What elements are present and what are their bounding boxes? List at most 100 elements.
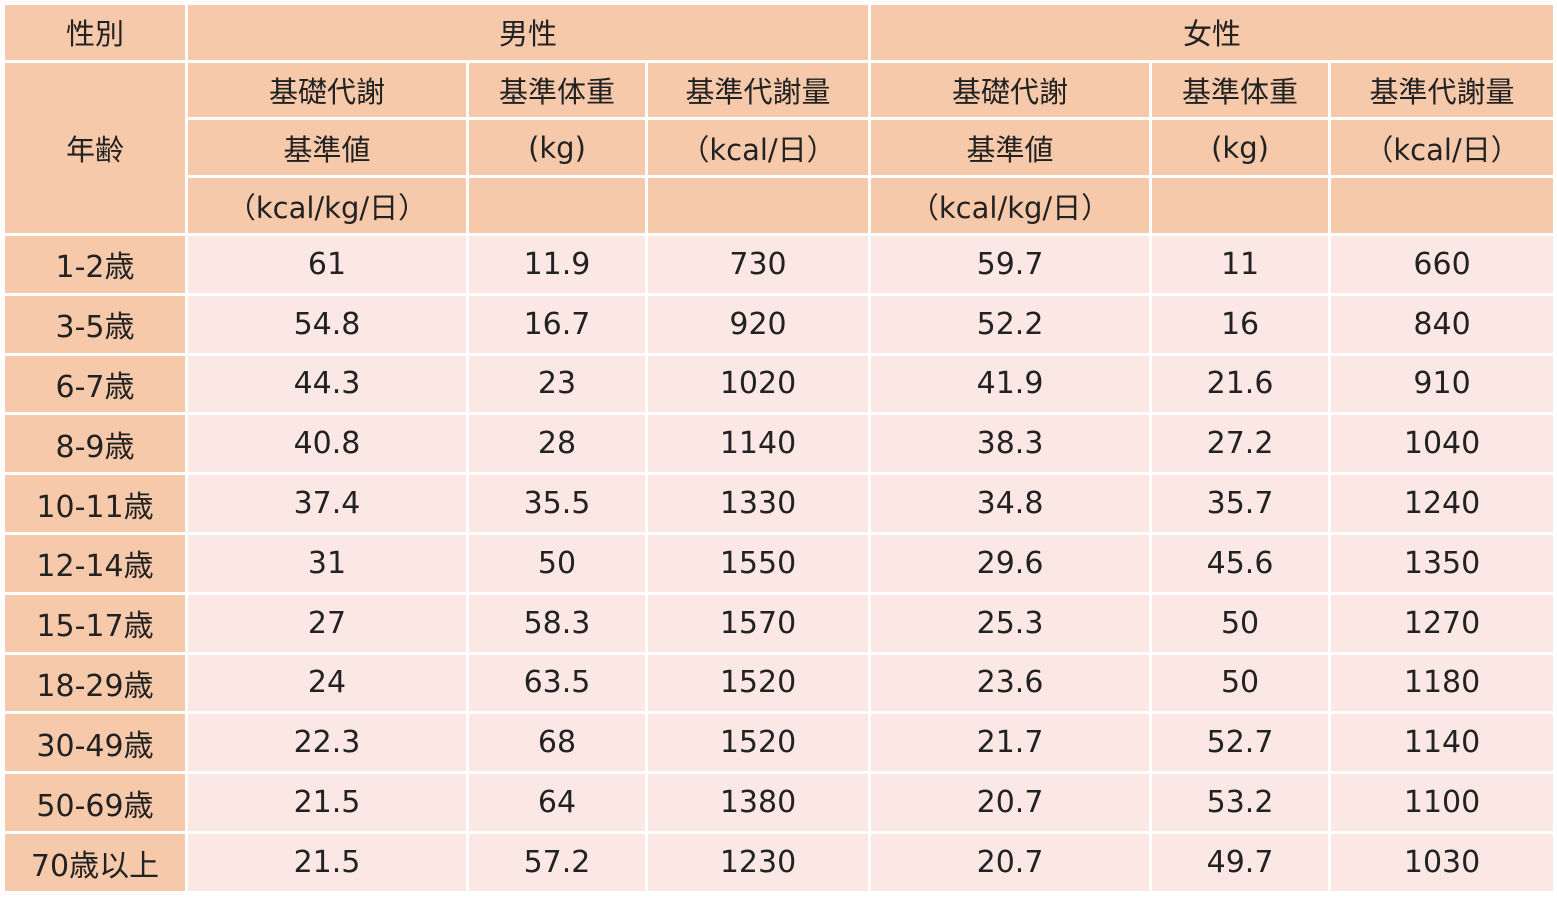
age-group-cell: 70歳以上 <box>2 831 188 894</box>
female-reference-weight-header-line2: (kg) <box>1149 117 1332 179</box>
female-bmr-standard-cell: 59.7 <box>868 232 1153 296</box>
male-reference-weight-cell: 11.9 <box>466 232 648 296</box>
table-row: 50-69歳 21.5 64 1380 20.7 53.2 1100 <box>2 771 1557 834</box>
male-reference-weight-header-line2: (kg) <box>466 117 648 179</box>
male-bmr-standard-cell: 54.8 <box>185 292 469 356</box>
male-reference-weight-cell: 35.5 <box>466 472 648 535</box>
male-reference-weight-cell: 58.3 <box>466 591 648 655</box>
female-reference-bmr-cell: 1100 <box>1328 771 1557 834</box>
header-row-3: （kcal/kg/日） （kcal/kg/日） <box>4 175 1557 236</box>
female-reference-bmr-header-line1: 基準代謝量 <box>1328 59 1557 121</box>
female-reference-weight-header-line3 <box>1149 175 1332 236</box>
age-group-cell: 3-5歳 <box>2 292 188 356</box>
table-row: 12-14歳 31 50 1550 29.6 45.6 1350 <box>2 531 1557 595</box>
male-bmr-standard-cell: 22.3 <box>185 711 469 775</box>
female-reference-weight-cell: 50 <box>1149 651 1332 715</box>
female-bmr-standard-cell: 52.2 <box>868 292 1153 356</box>
male-reference-bmr-header-line2: （kcal/日） <box>644 117 872 179</box>
female-reference-bmr-header-line3 <box>1328 175 1557 236</box>
female-reference-weight-cell: 52.7 <box>1149 711 1332 775</box>
male-bmr-standard-header-line2: 基準値 <box>185 117 469 179</box>
age-group-cell: 12-14歳 <box>2 531 188 595</box>
table-row: 15-17歳 27 58.3 1570 25.3 50 1270 <box>2 591 1557 655</box>
male-bmr-standard-cell: 44.3 <box>185 352 469 416</box>
male-reference-weight-cell: 23 <box>466 352 648 416</box>
male-reference-weight-cell: 50 <box>466 531 648 595</box>
female-reference-weight-cell: 53.2 <box>1149 771 1332 834</box>
female-reference-bmr-cell: 1030 <box>1328 831 1557 894</box>
female-bmr-standard-cell: 41.9 <box>868 352 1153 416</box>
table-row: 3-5歳 54.8 16.7 920 52.2 16 840 <box>2 292 1557 356</box>
male-reference-bmr-header-line1: 基準代謝量 <box>644 59 872 121</box>
male-reference-weight-cell: 64 <box>466 771 648 834</box>
male-header: 男性 <box>184 2 872 63</box>
female-bmr-standard-cell: 20.7 <box>868 771 1153 834</box>
male-bmr-standard-cell: 27 <box>185 591 469 655</box>
female-bmr-standard-cell: 34.8 <box>868 472 1153 535</box>
female-reference-weight-cell: 16 <box>1149 292 1332 356</box>
female-reference-bmr-cell: 1350 <box>1328 531 1557 595</box>
male-reference-weight-header-line3 <box>466 175 648 236</box>
female-reference-weight-cell: 35.7 <box>1149 472 1332 535</box>
female-bmr-standard-header-line1: 基礎代謝 <box>868 59 1153 121</box>
male-bmr-standard-cell: 37.4 <box>185 472 469 535</box>
male-reference-bmr-cell: 730 <box>644 232 872 296</box>
male-reference-weight-cell: 57.2 <box>466 831 648 894</box>
table-row: 8-9歳 40.8 28 1140 38.3 27.2 1040 <box>2 412 1557 476</box>
female-reference-bmr-cell: 1140 <box>1328 711 1557 775</box>
male-bmr-standard-cell: 24 <box>185 651 469 715</box>
female-reference-bmr-cell: 840 <box>1328 292 1557 356</box>
female-bmr-standard-cell: 25.3 <box>868 591 1153 655</box>
female-reference-weight-cell: 11 <box>1149 232 1332 296</box>
female-bmr-standard-header-line3: （kcal/kg/日） <box>868 175 1153 236</box>
table-row: 1-2歳 61 11.9 730 59.7 11 660 <box>2 232 1557 296</box>
female-bmr-standard-cell: 21.7 <box>868 711 1153 775</box>
age-group-cell: 30-49歳 <box>2 711 188 775</box>
female-reference-bmr-cell: 910 <box>1328 352 1557 416</box>
age-group-cell: 1-2歳 <box>2 232 188 296</box>
female-reference-weight-cell: 27.2 <box>1149 412 1332 476</box>
age-group-cell: 8-9歳 <box>2 412 188 476</box>
female-reference-weight-cell: 21.6 <box>1149 352 1332 416</box>
male-reference-weight-header-line1: 基準体重 <box>466 59 648 121</box>
sex-header: 性別 <box>2 2 188 63</box>
male-bmr-standard-cell: 21.5 <box>185 831 469 894</box>
age-group-cell: 15-17歳 <box>2 591 188 655</box>
male-bmr-standard-cell: 40.8 <box>185 412 469 476</box>
header-row-2: 基準値 (kg) （kcal/日） 基準値 (kg) （kcal/日） <box>4 117 1557 179</box>
female-reference-bmr-cell: 1180 <box>1328 651 1557 715</box>
table-row: 30-49歳 22.3 68 1520 21.7 52.7 1140 <box>2 711 1557 775</box>
male-reference-bmr-cell: 1020 <box>644 352 872 416</box>
age-group-cell: 6-7歳 <box>2 352 188 416</box>
male-bmr-standard-cell: 61 <box>185 232 469 296</box>
table-row: 70歳以上 21.5 57.2 1230 20.7 49.7 1030 <box>2 831 1557 894</box>
male-reference-weight-cell: 68 <box>466 711 648 775</box>
female-bmr-standard-header-line2: 基準値 <box>868 117 1153 179</box>
table-row: 6-7歳 44.3 23 1020 41.9 21.6 910 <box>2 352 1557 416</box>
male-reference-bmr-cell: 1520 <box>644 651 872 715</box>
male-reference-bmr-cell: 1140 <box>644 412 872 476</box>
female-reference-bmr-cell: 1240 <box>1328 472 1557 535</box>
female-reference-bmr-cell: 660 <box>1328 232 1557 296</box>
female-reference-weight-cell: 49.7 <box>1149 831 1332 894</box>
male-reference-weight-cell: 63.5 <box>466 651 648 715</box>
female-header: 女性 <box>868 2 1557 63</box>
female-bmr-standard-cell: 29.6 <box>868 531 1153 595</box>
female-reference-weight-cell: 45.6 <box>1149 531 1332 595</box>
male-reference-bmr-cell: 1520 <box>644 711 872 775</box>
header-row-1: 年齢 基礎代謝 基準体重 基準代謝量 基礎代謝 基準体重 基準代謝量 <box>2 59 1557 236</box>
male-bmr-standard-header-line1: 基礎代謝 <box>185 59 469 121</box>
female-reference-bmr-cell: 1270 <box>1328 591 1557 655</box>
male-reference-bmr-cell: 1230 <box>644 831 872 894</box>
age-group-cell: 50-69歳 <box>2 771 188 834</box>
male-reference-bmr-header-line3 <box>644 175 872 236</box>
male-reference-bmr-cell: 920 <box>644 292 872 356</box>
male-reference-bmr-cell: 1330 <box>644 472 872 535</box>
male-reference-weight-cell: 16.7 <box>466 292 648 356</box>
age-header: 年齢 <box>2 59 188 236</box>
female-bmr-standard-cell: 38.3 <box>868 412 1153 476</box>
female-reference-weight-cell: 50 <box>1149 591 1332 655</box>
male-reference-bmr-cell: 1550 <box>644 531 872 595</box>
table-row: 10-11歳 37.4 35.5 1330 34.8 35.7 1240 <box>2 472 1557 535</box>
